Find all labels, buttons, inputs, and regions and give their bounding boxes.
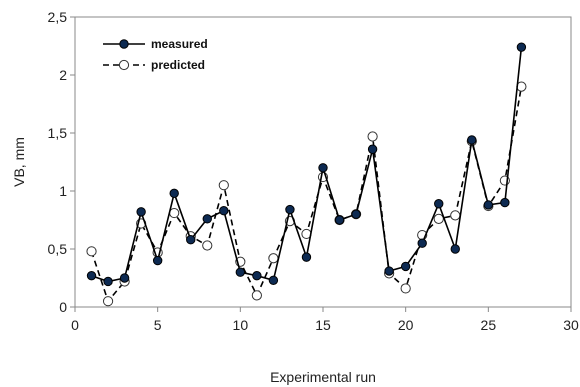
y-tick-label: 0 <box>59 299 67 315</box>
data-point-measured <box>450 244 460 254</box>
x-tick-label: 10 <box>233 317 249 333</box>
data-point-measured <box>119 273 130 283</box>
data-point-predicted <box>169 207 180 219</box>
data-point-measured <box>384 266 394 276</box>
y-axis-title: VB, mm <box>11 137 27 187</box>
legend-label-measured: measured <box>151 37 208 51</box>
chart-series <box>86 42 527 307</box>
data-point-measured <box>186 235 196 245</box>
data-point-measured <box>235 267 246 277</box>
data-point-measured <box>152 255 163 266</box>
y-tick-label: 1 <box>59 183 67 199</box>
legend-marker-measured <box>119 39 129 49</box>
data-point-measured <box>483 200 494 210</box>
data-point-measured <box>467 135 477 145</box>
x-axis-title: Experimental run <box>270 369 376 385</box>
data-point-measured <box>136 207 146 217</box>
data-point-predicted <box>367 131 378 142</box>
x-tick-label: 30 <box>563 317 579 333</box>
data-point-predicted <box>433 213 444 224</box>
data-point-measured <box>103 276 113 287</box>
data-point-measured <box>219 206 229 216</box>
legend-marker-predicted <box>118 59 130 71</box>
data-point-predicted <box>202 240 213 251</box>
data-point-predicted <box>86 246 97 257</box>
data-point-predicted <box>400 283 411 294</box>
series-line-predicted <box>90 86 523 303</box>
x-tick-label: 15 <box>315 317 331 333</box>
data-point-predicted <box>251 290 262 301</box>
y-tick-label: 2,5 <box>48 9 68 25</box>
legend-label-predicted: predicted <box>151 58 205 72</box>
x-tick-label: 5 <box>154 317 162 333</box>
data-point-measured <box>268 275 279 286</box>
chart-legend: measured predicted <box>103 37 208 72</box>
series-measured <box>86 42 527 287</box>
data-point-measured <box>334 215 345 225</box>
x-tick-label: 20 <box>398 317 414 333</box>
data-point-predicted <box>450 210 461 221</box>
data-point-measured <box>285 204 295 215</box>
series-predicted <box>86 81 527 307</box>
data-point-predicted <box>102 296 114 307</box>
data-point-measured <box>301 252 312 262</box>
data-point-measured <box>434 199 444 209</box>
y-tick-label: 1,5 <box>48 125 68 141</box>
data-point-measured <box>500 197 510 208</box>
data-point-measured <box>351 209 361 219</box>
data-point-measured <box>169 188 179 199</box>
x-tick-label: 25 <box>481 317 497 333</box>
data-point-measured <box>400 261 411 272</box>
y-tick-label: 2 <box>59 67 67 83</box>
x-tick-label: 0 <box>71 317 79 333</box>
data-point-predicted <box>218 180 229 191</box>
data-point-measured <box>367 144 378 154</box>
plot-frame <box>74 16 572 308</box>
data-point-measured <box>252 270 262 281</box>
data-point-measured <box>516 42 527 52</box>
data-point-measured <box>202 214 212 224</box>
data-point-predicted <box>268 253 279 264</box>
y-tick-label: 0,5 <box>48 241 68 257</box>
chart-axes: 0 5 10 15 20 25 30 0 0,5 1 1,5 2 2,5 <box>48 9 579 333</box>
data-point-measured <box>318 163 328 173</box>
data-point-measured <box>417 238 427 248</box>
data-point-measured <box>86 270 97 281</box>
